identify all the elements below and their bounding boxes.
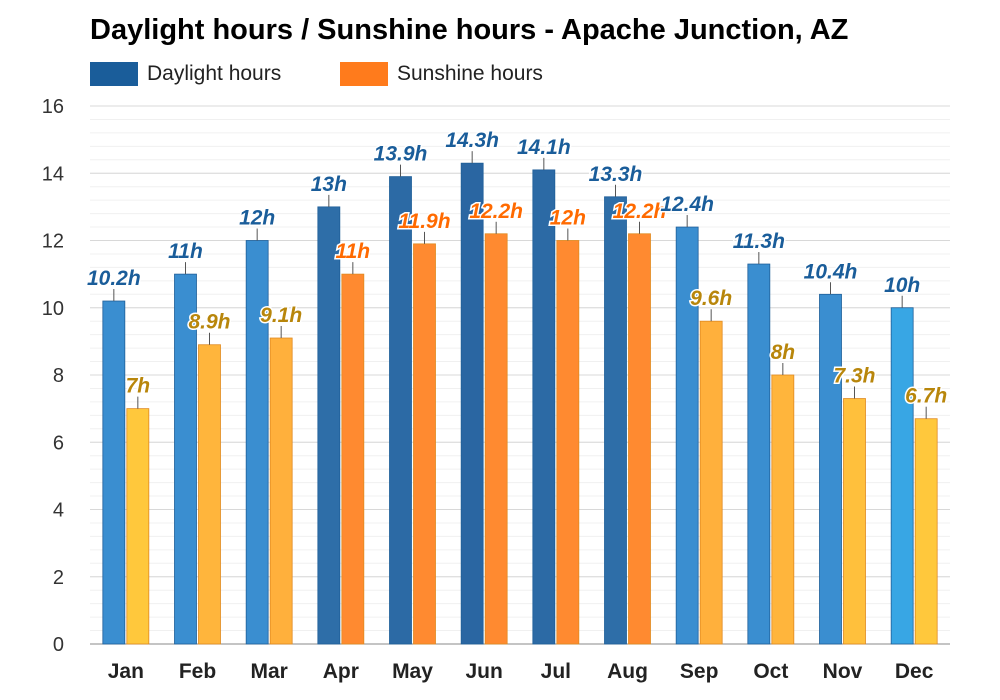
x-tick-label: Nov (823, 660, 863, 683)
y-tick-label: 2 (53, 567, 64, 589)
x-tick-label: Dec (895, 660, 934, 683)
data-label-daylight: 13.9h (374, 143, 428, 166)
y-tick-label: 6 (53, 432, 64, 454)
data-label-daylight: 14.1h (517, 136, 571, 159)
data-label-daylight: 12.4h (660, 193, 714, 216)
bar-sunshine-nov (843, 398, 866, 645)
y-tick-label: 8 (53, 365, 64, 387)
bar-daylight-apr (317, 206, 341, 645)
bar-daylight-jan (102, 300, 126, 645)
data-label-daylight: 13h (311, 173, 347, 196)
x-tick-label: Jan (108, 660, 144, 683)
bar-daylight-dec (890, 307, 914, 645)
bar-sunshine-jun (484, 233, 508, 645)
legend-swatch-daylight (90, 62, 138, 86)
y-tick-label: 4 (53, 500, 64, 522)
y-tick-label: 16 (42, 96, 64, 118)
data-label-sunshine: 8.9h (188, 311, 230, 334)
bar-daylight-aug (604, 196, 627, 645)
x-tick-label: Apr (323, 660, 359, 683)
data-label-sunshine: 12h (550, 207, 586, 230)
x-tick-label: Jun (465, 660, 502, 683)
bar-daylight-jun (460, 162, 484, 645)
x-tick-label: Aug (607, 660, 648, 683)
x-tick-label: Feb (179, 660, 216, 683)
data-label-sunshine: 7h (126, 375, 151, 398)
data-label-daylight: 11.3h (733, 230, 785, 253)
bar-daylight-oct (747, 263, 771, 645)
data-label-sunshine: 9.1h (260, 304, 302, 327)
y-tick-label: 10 (42, 298, 64, 320)
x-tick-label: Jul (541, 660, 571, 683)
data-label-sunshine: 8h (771, 341, 796, 364)
data-label-sunshine: 9.6h (690, 287, 732, 310)
x-tick-label: Sep (680, 660, 719, 683)
bar-daylight-nov (819, 293, 842, 645)
data-label-daylight: 12h (239, 207, 275, 230)
data-label-daylight: 10.2h (87, 267, 141, 290)
bar-sunshine-aug (628, 233, 651, 645)
y-tick-label: 12 (42, 231, 64, 253)
bar-sunshine-dec (914, 418, 938, 645)
data-label-sunshine: 7.3h (833, 365, 875, 388)
data-label-daylight: 10.4h (804, 260, 858, 283)
legend-label-sunshine: Sunshine hours (397, 62, 543, 85)
bar-sunshine-oct (771, 374, 795, 645)
data-label-daylight: 10h (884, 274, 920, 297)
data-label-sunshine: 11.9h (398, 210, 450, 233)
bar-daylight-may (389, 176, 412, 645)
bar-sunshine-feb (198, 344, 221, 645)
chart-title: Daylight hours / Sunshine hours - Apache… (90, 14, 849, 46)
bar-sunshine-may (413, 243, 436, 645)
data-label-daylight: 11h (168, 240, 203, 263)
bar-daylight-jul (532, 169, 556, 645)
x-tick-label: Oct (753, 660, 788, 683)
x-tick-label: May (392, 660, 433, 683)
bar-sunshine-sep (699, 320, 723, 645)
data-label-daylight: 13.3h (589, 163, 643, 186)
data-label-sunshine: 12.2h (613, 200, 667, 223)
data-label-sunshine: 6.7h (905, 385, 947, 408)
data-label-sunshine: 11h (336, 240, 371, 263)
y-tick-label: 0 (53, 634, 64, 656)
bar-sunshine-apr (341, 273, 365, 645)
bar-sunshine-mar (269, 337, 293, 645)
data-label-sunshine: 12.2h (469, 200, 523, 223)
legend-swatch-sunshine (340, 62, 388, 86)
y-tick-label: 14 (42, 163, 64, 185)
bar-sunshine-jan (126, 408, 150, 645)
legend-label-daylight: Daylight hours (147, 62, 282, 85)
bar-sunshine-jul (556, 240, 580, 645)
x-tick-label: Mar (250, 660, 287, 683)
data-label-daylight: 14.3h (445, 129, 499, 152)
bar-daylight-mar (245, 240, 269, 645)
